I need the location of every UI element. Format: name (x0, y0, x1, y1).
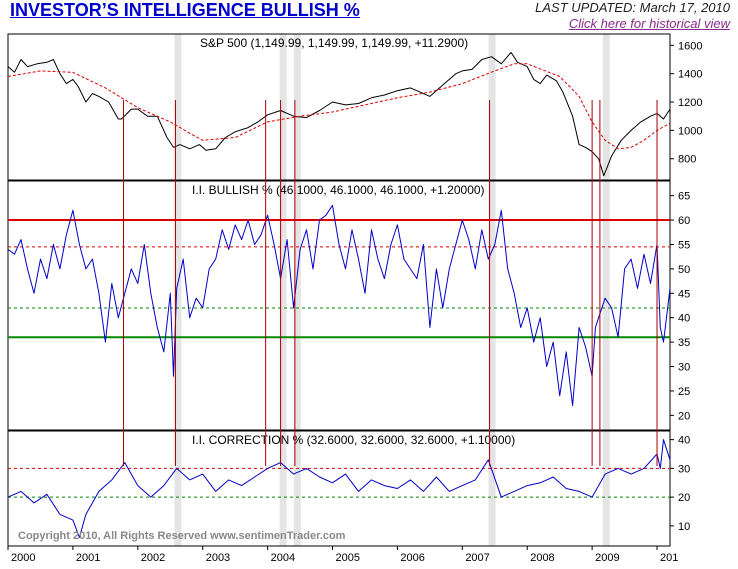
y-tick-label: 60 (678, 215, 690, 227)
x-tick-label: 2006 (400, 552, 424, 564)
y-tick-label: 1200 (678, 97, 702, 109)
y-tick-label: 30 (678, 362, 690, 374)
x-tick-label: 2005 (336, 552, 360, 564)
y-tick-label: 35 (678, 337, 690, 349)
y-tick-label: 800 (678, 154, 696, 166)
x-tick-label: 2008 (530, 552, 554, 564)
x-tick-label: 2004 (271, 552, 295, 564)
event-band (488, 34, 496, 546)
correction-panel-label: I.I. CORRECTION % (32.6000, 32.6000, 32.… (192, 433, 515, 447)
x-tick-label: 2003 (206, 552, 230, 564)
event-band (279, 34, 287, 546)
page-title: INVESTOR’S INTELLIGENCE BULLISH % (10, 0, 360, 20)
x-tick-label: 2001 (76, 552, 100, 564)
last-updated-label: LAST UPDATED: March 17, 2010 (535, 0, 730, 15)
copyright-text: Copyright 2010, All Rights Reserved www.… (18, 530, 346, 542)
price-price-line (7, 51, 671, 177)
y-tick-label: 1000 (678, 125, 702, 137)
correction-sentiment-line (7, 439, 671, 538)
historical-view-link[interactable]: Click here for historical view (568, 16, 730, 31)
x-tick-label: 2007 (465, 552, 489, 564)
y-tick-label: 1400 (678, 69, 702, 81)
x-tick-label: 201 (660, 552, 678, 564)
y-tick-label: 25 (678, 386, 690, 398)
bullish-panel-frame (7, 180, 671, 431)
y-tick-label: 30 (678, 463, 690, 475)
y-tick-label: 10 (678, 521, 690, 533)
y-tick-label: 45 (678, 288, 690, 300)
y-tick-label: 1600 (678, 40, 702, 52)
event-band (602, 34, 610, 546)
y-tick-label: 20 (678, 492, 690, 504)
event-band (293, 34, 301, 546)
x-tick-label: 2000 (11, 552, 35, 564)
price-panel-label: S&P 500 (1,149.99, 1,149.99, 1,149.99, +… (200, 36, 468, 50)
x-tick-label: 2002 (141, 552, 165, 564)
correction-panel-frame (7, 430, 671, 547)
bullish-panel-label: I.I. BULLISH % (46.1000, 46.1000, 46.100… (192, 183, 485, 197)
y-tick-label: 20 (678, 410, 690, 422)
price-moving_average-line (7, 63, 671, 150)
y-tick-label: 55 (678, 239, 690, 251)
bullish-sentiment-line (7, 204, 671, 407)
x-tick-label: 2009 (595, 552, 619, 564)
y-tick-label: 40 (678, 313, 690, 325)
y-tick-label: 40 (678, 435, 690, 447)
y-tick-label: 65 (678, 191, 690, 203)
price-panel-frame (7, 33, 671, 181)
event-band (174, 34, 182, 546)
y-tick-label: 50 (678, 264, 690, 276)
